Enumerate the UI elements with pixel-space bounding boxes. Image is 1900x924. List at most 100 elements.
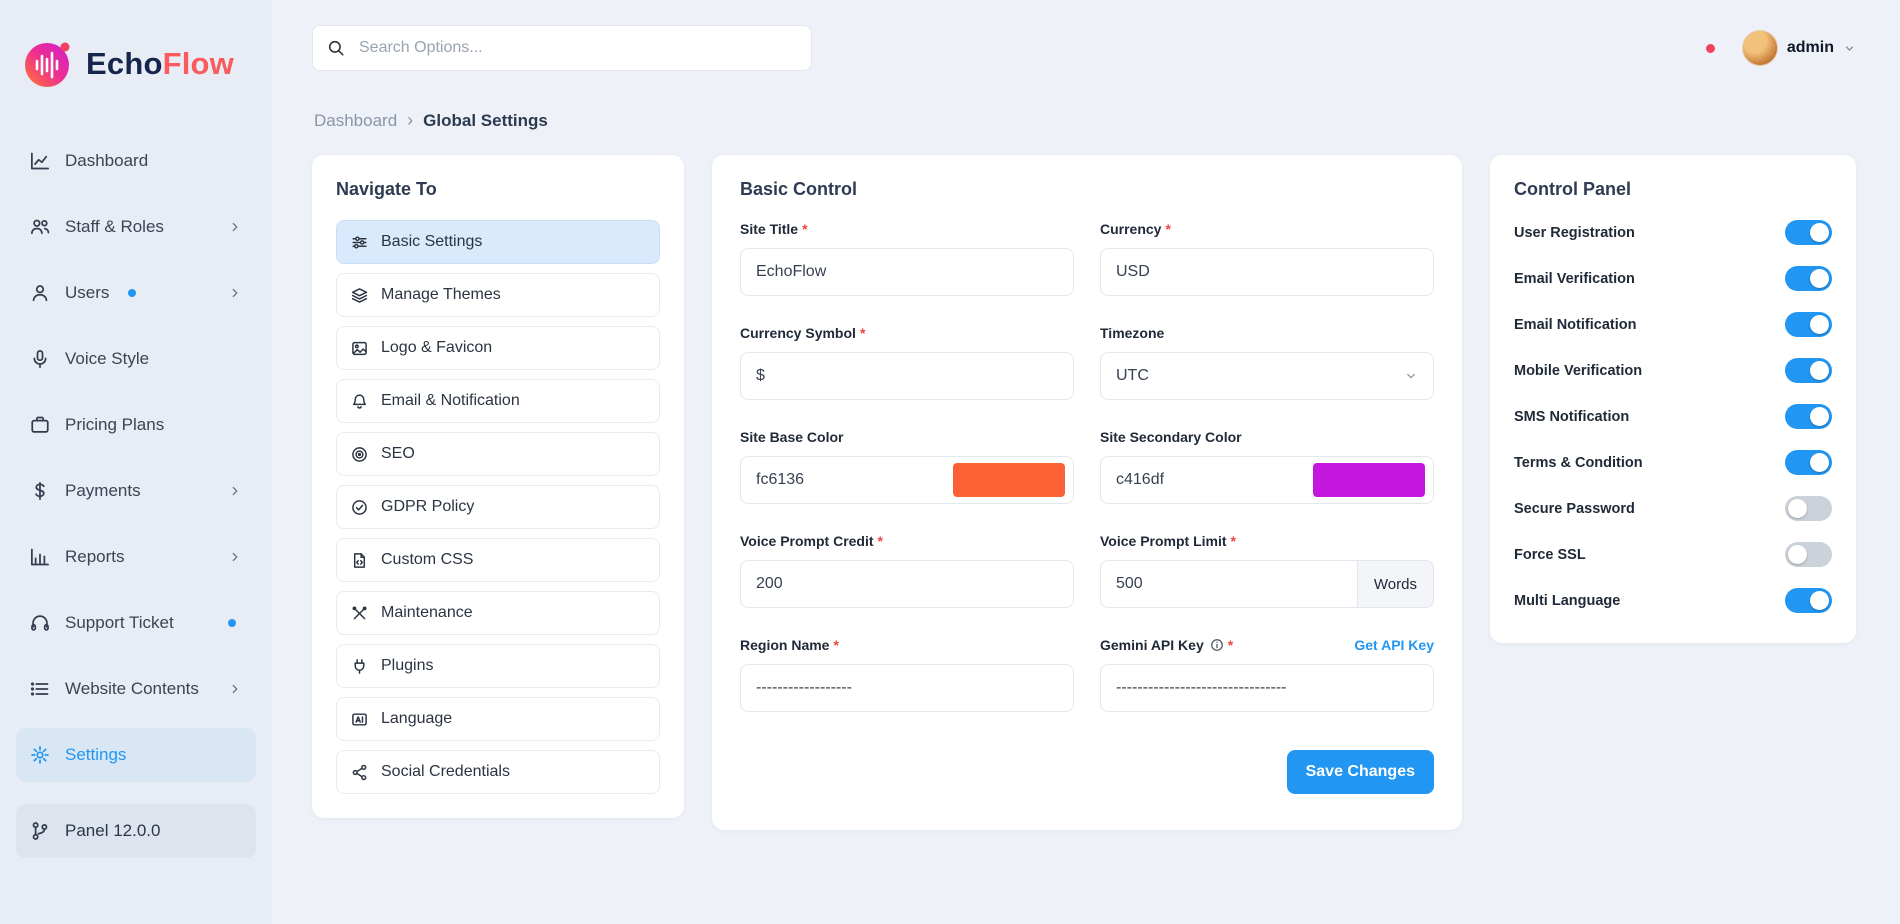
info-icon xyxy=(1210,638,1224,652)
unread-dot xyxy=(228,619,236,627)
field-region-name: Region Name * xyxy=(740,636,1074,712)
toggle-label: Secure Password xyxy=(1514,500,1635,517)
navigate-item-email-notification[interactable]: Email & Notification xyxy=(336,379,660,423)
sidebar-item-pricing-plans[interactable]: Pricing Plans xyxy=(16,398,256,452)
search-box[interactable] xyxy=(312,25,812,71)
navigate-item-maintenance[interactable]: Maintenance xyxy=(336,591,660,635)
site-base-color-swatch[interactable] xyxy=(953,463,1065,497)
navigate-item-logo-favicon[interactable]: Logo & Favicon xyxy=(336,326,660,370)
navigate-item-seo[interactable]: SEO xyxy=(336,432,660,476)
notification-dot xyxy=(1705,44,1715,53)
navigate-item-gdpr-policy[interactable]: GDPR Policy xyxy=(336,485,660,529)
tools-icon xyxy=(351,605,368,622)
field-gemini-api-key: Gemini API Key * Get API Key xyxy=(1100,636,1434,712)
save-changes-button[interactable]: Save Changes xyxy=(1286,750,1434,794)
sidebar-item-reports[interactable]: Reports xyxy=(16,530,256,584)
sidebar-item-dashboard[interactable]: Dashboard xyxy=(16,134,256,188)
search-input[interactable] xyxy=(357,38,797,58)
toggle-switch-email-notification[interactable] xyxy=(1785,312,1832,337)
microphone-icon xyxy=(30,349,50,369)
navigate-card-title: Navigate To xyxy=(336,179,437,199)
user-menu[interactable]: admin xyxy=(1741,30,1856,66)
region-name-input[interactable] xyxy=(740,664,1074,712)
navigate-item-custom-css[interactable]: Custom CSS xyxy=(336,538,660,582)
toggle-row-secure-password: Secure Password xyxy=(1514,496,1832,521)
sidebar-item-payments[interactable]: Payments xyxy=(16,464,256,518)
navigate-item-label: GDPR Policy xyxy=(381,498,475,515)
basic-control-title: Basic Control xyxy=(740,179,858,199)
list-icon xyxy=(30,679,50,699)
toggle-label: Email Verification xyxy=(1514,270,1635,287)
sidebar-item-label: Payments xyxy=(65,481,141,500)
site-title-input[interactable] xyxy=(740,248,1074,296)
toggle-row-user-registration: User Registration xyxy=(1514,220,1832,245)
navigate-item-label: SEO xyxy=(381,445,415,462)
sidebar-item-label: Voice Style xyxy=(65,349,150,368)
toggle-switch-email-verification[interactable] xyxy=(1785,266,1832,291)
currency-input[interactable] xyxy=(1100,248,1434,296)
chevron-right-icon xyxy=(228,220,242,234)
toggle-switch-terms-condition[interactable] xyxy=(1785,450,1832,475)
toggle-label: Email Notification xyxy=(1514,316,1637,333)
user-icon xyxy=(30,283,50,303)
basic-control-card: Basic Control Site Title* Currency* Curr… xyxy=(712,155,1462,830)
page-title: Global Settings xyxy=(423,110,548,130)
navigate-item-label: Plugins xyxy=(381,657,434,674)
sidebar: EchoFlow Dashboard Staff & Roles Users Voic… xyxy=(0,0,272,924)
toggle-label: SMS Notification xyxy=(1514,408,1630,425)
sidebar-item-settings[interactable]: Settings xyxy=(16,728,256,782)
field-voice-prompt-limit: Voice Prompt Limit* Words xyxy=(1100,532,1434,608)
sidebar-item-label: Dashboard xyxy=(65,151,149,170)
sidebar-item-staff-roles[interactable]: Staff & Roles xyxy=(16,200,256,254)
check-circle-icon xyxy=(351,499,368,516)
toggle-row-sms-notification: SMS Notification xyxy=(1514,404,1832,429)
gemini-api-key-input[interactable] xyxy=(1100,664,1434,712)
topbar-actions: admin xyxy=(1652,30,1856,66)
navigate-item-language[interactable]: Language xyxy=(336,697,660,741)
timezone-select[interactable]: UTC xyxy=(1100,352,1434,400)
words-suffix: Words xyxy=(1356,560,1434,608)
sidebar-item-users[interactable]: Users xyxy=(16,266,256,320)
basic-control-form: Site Title* Currency* Currency Symbol* T… xyxy=(740,220,1434,712)
toggle-row-mobile-verification: Mobile Verification xyxy=(1514,358,1832,383)
sidebar-item-label: Website Contents xyxy=(65,679,199,698)
toggle-label: Force SSL xyxy=(1514,546,1586,563)
voice-prompt-limit-input[interactable] xyxy=(1100,560,1357,608)
chevron-down-icon xyxy=(1843,42,1856,55)
sidebar-item-support-ticket[interactable]: Support Ticket xyxy=(16,596,256,650)
sliders-icon xyxy=(351,234,368,251)
toggle-list: User Registration Email Verification Email… xyxy=(1514,220,1832,613)
toggle-switch-user-registration[interactable] xyxy=(1785,220,1832,245)
chevron-down-icon xyxy=(1404,369,1418,383)
sidebar-nav: Dashboard Staff & Roles Users Voice Style Pr… xyxy=(12,134,260,858)
toggle-switch-force-ssl[interactable] xyxy=(1785,542,1832,567)
navigate-item-label: Social Credentials xyxy=(381,763,510,780)
chevron-right-icon xyxy=(228,484,242,498)
toggle-switch-sms-notification[interactable] xyxy=(1785,404,1832,429)
currency-symbol-input[interactable] xyxy=(740,352,1074,400)
toggle-switch-mobile-verification[interactable] xyxy=(1785,358,1832,383)
navigate-item-basic-settings[interactable]: Basic Settings xyxy=(336,220,660,264)
sidebar-item-website-contents[interactable]: Website Contents xyxy=(16,662,256,716)
sidebar-item-label: Support Ticket xyxy=(65,613,174,632)
site-secondary-color-swatch[interactable] xyxy=(1313,463,1425,497)
control-panel-card: Control Panel User Registration Email Ver… xyxy=(1490,155,1856,643)
field-timezone: Timezone UTC xyxy=(1100,324,1434,400)
navigate-item-manage-themes[interactable]: Manage Themes xyxy=(336,273,660,317)
toggle-row-force-ssl: Force SSL xyxy=(1514,542,1832,567)
get-api-key-link[interactable]: Get API Key xyxy=(1354,637,1434,653)
toggle-switch-secure-password[interactable] xyxy=(1785,496,1832,521)
sidebar-item-panel-12-0-0[interactable]: Panel 12.0.0 xyxy=(16,804,256,858)
sidebar-item-label: Pricing Plans xyxy=(65,415,165,434)
toggle-row-multi-language: Multi Language xyxy=(1514,588,1832,613)
voice-prompt-credit-input[interactable] xyxy=(740,560,1074,608)
bell-icon xyxy=(351,393,368,410)
navigate-item-plugins[interactable]: Plugins xyxy=(336,644,660,688)
navigate-item-social-credentials[interactable]: Social Credentials xyxy=(336,750,660,794)
navigate-item-label: Custom CSS xyxy=(381,551,474,568)
breadcrumb-dashboard[interactable]: Dashboard xyxy=(314,110,398,130)
dollar-icon xyxy=(30,481,50,501)
toggle-switch-multi-language[interactable] xyxy=(1785,588,1832,613)
field-site-title: Site Title * xyxy=(740,220,1074,296)
sidebar-item-voice-style[interactable]: Voice Style xyxy=(16,332,256,386)
